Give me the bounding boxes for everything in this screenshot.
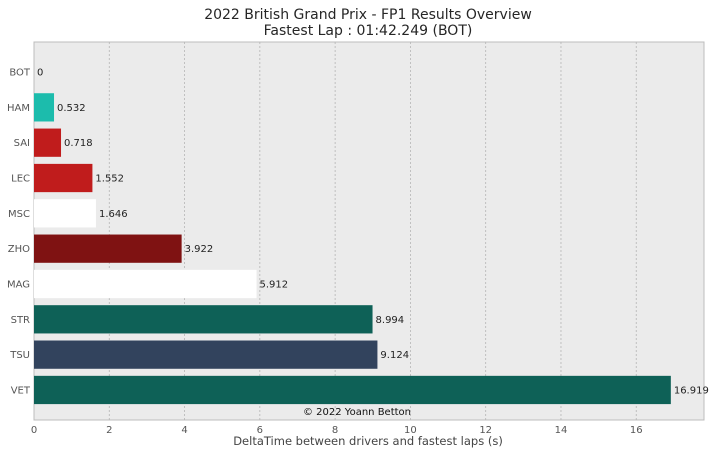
x-tick-label: 4 [181, 425, 187, 436]
x-tick-label: 8 [332, 425, 338, 436]
bar-str [34, 305, 373, 334]
x-tick-label: 2 [106, 425, 112, 436]
value-label: 5.912 [260, 279, 289, 290]
value-labels-group: 0 0.532 0.718 1.552 1.646 3.922 5.912 8.994 9.12… [37, 68, 709, 397]
value-label: 0.718 [64, 138, 93, 149]
y-category-label: TSU [9, 350, 30, 361]
bar-lec [34, 163, 93, 193]
bar-vet [34, 375, 671, 405]
y-category-label: ZHO [8, 244, 30, 255]
value-label: 3.922 [185, 244, 214, 255]
x-tick-label: 12 [479, 425, 492, 436]
y-axis-categories: BOT HAM SAI LEC MSC ZHO MAG STR TSU VET [7, 68, 31, 397]
y-category-label: VET [11, 385, 31, 396]
x-tick-label: 0 [31, 425, 37, 436]
y-category-label: LEC [11, 174, 30, 185]
bar-ham [34, 93, 55, 122]
value-label: 16.919 [674, 385, 709, 396]
bar-sai [34, 128, 62, 157]
bars-group [34, 93, 671, 405]
y-category-label: STR [11, 315, 30, 326]
x-tick-label: 6 [257, 425, 263, 436]
bar-mag [34, 269, 257, 299]
y-category-label: SAI [14, 138, 30, 149]
chart-title: 2022 British Grand Prix - FP1 Results Ov… [204, 7, 532, 23]
x-tick-label: 10 [404, 425, 417, 436]
x-tick-label: 14 [555, 425, 568, 436]
x-tick-label: 16 [630, 425, 643, 436]
x-axis-ticks: 0 2 4 6 8 10 12 14 16 [31, 425, 643, 436]
value-label: 8.994 [376, 315, 405, 326]
value-label: 9.124 [380, 350, 409, 361]
y-category-label: BOT [9, 68, 31, 79]
y-category-label: HAM [7, 103, 30, 114]
y-category-label: MAG [7, 279, 30, 290]
bar-msc [34, 199, 96, 228]
grid-lines [108, 42, 637, 420]
credit-annotation: © 2022 Yoann Betton [303, 407, 411, 418]
bar-tsu [34, 340, 378, 369]
value-label: 0.532 [57, 103, 86, 114]
x-axis-label: DeltaTime between drivers and fastest la… [233, 434, 503, 448]
value-label: 1.646 [99, 209, 128, 220]
chart-subtitle: Fastest Lap : 01:42.249 (BOT) [264, 23, 473, 39]
value-label: 1.552 [95, 174, 124, 185]
bar-zho [34, 234, 182, 263]
y-category-label: MSC [8, 209, 30, 220]
value-label: 0 [37, 68, 43, 79]
